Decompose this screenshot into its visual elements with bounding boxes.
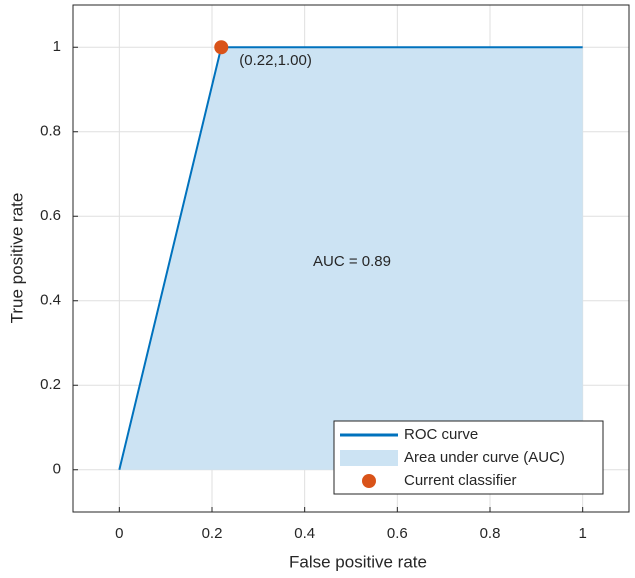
y-axis-label: True positive rate — [7, 193, 26, 324]
y-tick-label: 0 — [53, 461, 61, 478]
x-axis-label: False positive rate — [289, 552, 427, 571]
y-tick-label: 0.4 — [40, 292, 61, 309]
x-tick-label: 1 — [578, 525, 586, 542]
classifier-point — [214, 40, 229, 55]
x-tick-label: 0.4 — [294, 525, 315, 542]
legend-label: Current classifier — [404, 472, 517, 489]
x-tick-label: 0.6 — [387, 525, 408, 542]
x-tick-label: 0.8 — [480, 525, 501, 542]
axes-box — [72, 4, 630, 513]
legend-label: Area under curve (AUC) — [404, 449, 565, 466]
legend-swatch — [362, 474, 376, 488]
x-tick-label: 0 — [115, 525, 123, 542]
legend-swatch — [340, 450, 398, 466]
auc-annotation: AUC = 0.89 — [313, 253, 391, 270]
auc-area — [119, 47, 583, 470]
y-tick-label: 1 — [53, 38, 61, 55]
x-tick-label: 0.2 — [202, 525, 223, 542]
y-tick-label: 0.2 — [40, 376, 61, 393]
legend-label: ROC curve — [404, 426, 478, 443]
point-label: (0.22,1.00) — [239, 52, 312, 69]
y-tick-label: 0.6 — [40, 207, 61, 224]
y-tick-label: 0.8 — [40, 123, 61, 140]
